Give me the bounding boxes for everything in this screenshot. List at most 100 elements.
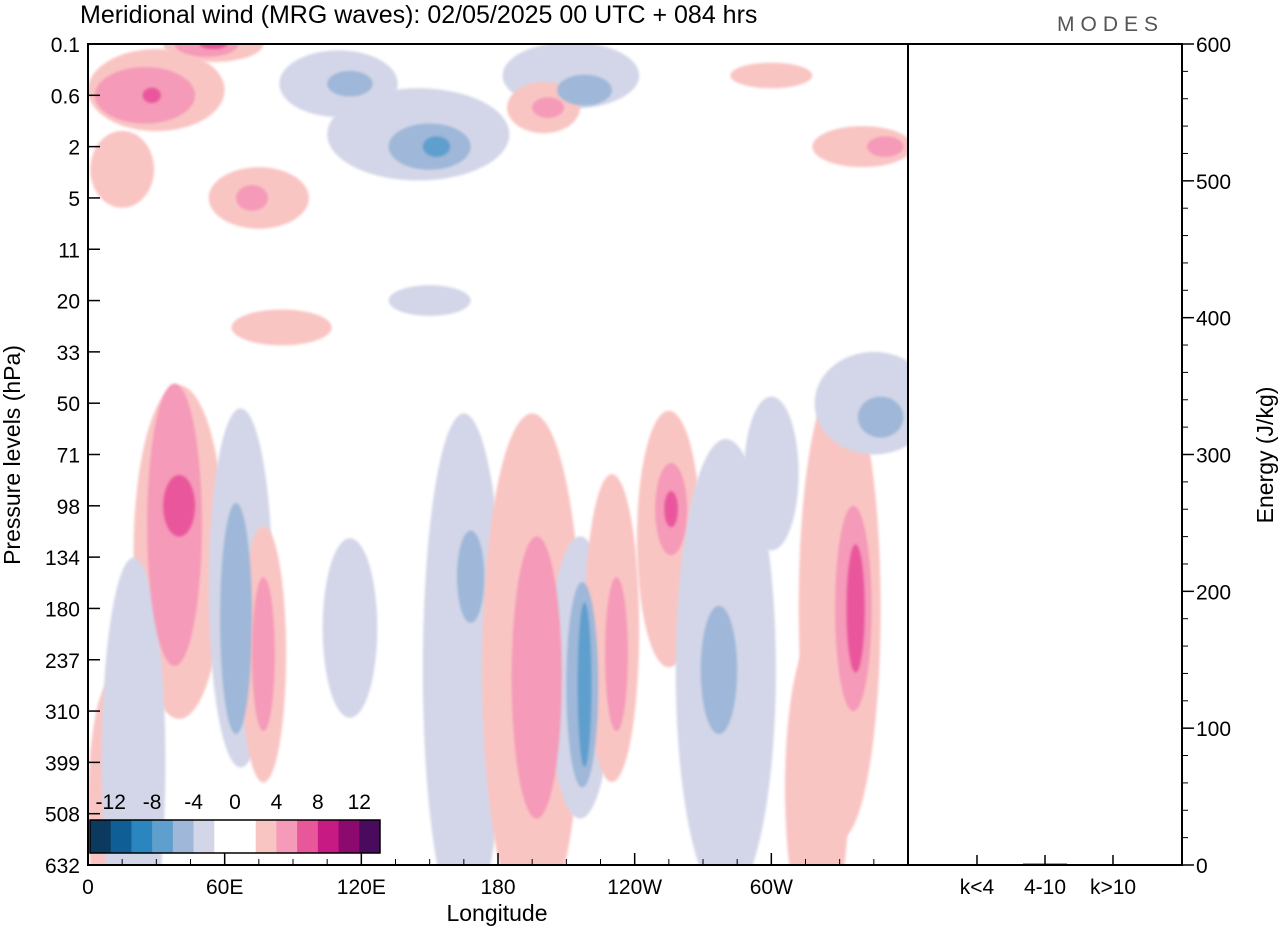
contour-negative	[220, 503, 252, 734]
colorbar-label: 0	[229, 791, 241, 814]
x-tick-label: 120E	[337, 876, 386, 899]
colorbar-swatch	[235, 820, 257, 853]
y-tick-label: 0.6	[51, 85, 80, 108]
colorbar-label: -12	[96, 791, 126, 814]
x-tick-label: 60E	[206, 876, 243, 899]
colorbar-swatch	[131, 820, 153, 853]
brand-logo: MODES	[1057, 13, 1164, 36]
colorbar-swatch	[297, 820, 319, 853]
y-tick-label: 5	[68, 188, 80, 211]
colorbar-swatch	[214, 820, 236, 853]
colorbar-swatch	[90, 820, 112, 853]
energy-category-label: k<4	[960, 876, 995, 899]
contour-negative	[388, 285, 471, 316]
contour-positive	[199, 44, 227, 50]
colorbar-swatch	[338, 820, 360, 853]
contour-negative	[327, 70, 373, 97]
contour-positive	[236, 185, 268, 211]
energy-tick-label: 600	[1196, 34, 1231, 57]
y-tick-label: 180	[45, 598, 80, 621]
energy-bar	[1023, 863, 1067, 865]
contour-negative	[422, 413, 505, 865]
energy-tick-label: 100	[1196, 718, 1231, 741]
y-tick-label: 71	[57, 445, 80, 468]
y-tick-label: 33	[57, 342, 80, 365]
y-tick-label: 399	[45, 752, 80, 775]
contour-negative	[557, 74, 612, 106]
x-axis-title: Longitude	[446, 900, 547, 926]
y-tick-label: 632	[45, 855, 80, 878]
contour-positive	[252, 577, 275, 732]
contour-negative	[700, 605, 738, 735]
energy-frame	[907, 43, 1183, 866]
colorbar-swatch	[255, 820, 277, 853]
y-tick-label: 0.1	[51, 34, 80, 57]
x-tick-label: 180	[480, 876, 515, 899]
colorbar-swatch	[193, 820, 215, 853]
x-axis: 0 60E 120E 180 120W 60W	[82, 853, 875, 899]
contour-positive	[867, 136, 904, 157]
colorbar-swatch	[152, 820, 174, 853]
energy-category-label: k>10	[1090, 876, 1136, 899]
contour-positive	[785, 634, 849, 865]
energy-tick-label: 200	[1196, 581, 1231, 604]
contour-positive	[664, 491, 678, 528]
contour-positive	[163, 475, 196, 537]
contour-positive	[231, 309, 332, 346]
colorbar-swatch	[172, 820, 195, 853]
energy-axis: 0 100 200 300 400 500 600	[1182, 34, 1231, 878]
y-tick-label: 2	[68, 137, 80, 160]
contour-negative	[457, 530, 485, 623]
contour-positive	[730, 62, 813, 89]
energy-axis-title: Energy (J/kg)	[1252, 387, 1278, 524]
colorbar-swatch	[359, 820, 381, 853]
contour-positive	[142, 87, 161, 104]
energy-tick-label: 400	[1196, 308, 1231, 331]
energy-bars: k<4 4-10 k>10	[955, 855, 1136, 899]
contour-positive	[605, 577, 628, 732]
colorbar-swatch	[317, 820, 340, 853]
colorbar-label: -4	[184, 791, 203, 814]
contour-negative	[422, 136, 451, 157]
contour-negative	[857, 396, 904, 438]
x-tick-label: 0	[82, 876, 94, 899]
contour-negative	[322, 538, 378, 718]
energy-tick-label: 500	[1196, 171, 1231, 194]
contour-negative	[744, 396, 799, 551]
colorbar-label: 8	[312, 791, 324, 814]
colorbar-label: -8	[143, 791, 162, 814]
contour-positive	[90, 130, 155, 208]
y-axis: 0.1 0.6 2 5 11 20 33 50 71 98 134 180 237 310 399 508 63…	[45, 34, 100, 878]
colorbar-frame	[89, 819, 381, 854]
chart-title: Meridional wind (MRG waves): 02/05/2025 …	[80, 1, 757, 29]
colorbar-label: 12	[348, 791, 371, 814]
colorbar-label: 4	[271, 791, 283, 814]
y-tick-label: 508	[45, 804, 80, 827]
y-tick-label: 237	[45, 650, 80, 673]
y-tick-label: 134	[45, 547, 80, 570]
contour-negative	[101, 557, 166, 865]
energy-category-label: 4-10	[1024, 876, 1066, 899]
y-tick-label: 98	[57, 496, 80, 519]
colorbar-legend: -12 -8 -4 0 4 8 12	[89, 791, 381, 854]
colorbar-swatch	[110, 820, 132, 853]
y-tick-label: 20	[57, 291, 80, 314]
contour-positive	[846, 544, 865, 673]
energy-tick-label: 0	[1196, 855, 1208, 878]
y-tick-label: 310	[45, 701, 80, 724]
x-tick-label: 120W	[607, 876, 662, 899]
y-tick-label: 50	[57, 393, 80, 416]
contour-positive	[532, 97, 565, 118]
contour-field	[88, 44, 908, 865]
y-tick-label: 11	[58, 239, 80, 262]
energy-tick-label: 300	[1196, 445, 1231, 468]
contour-negative	[577, 602, 592, 767]
y-axis-title: Pressure levels (hPa)	[0, 345, 25, 565]
contour-positive	[511, 536, 562, 819]
colorbar-swatch	[276, 820, 298, 853]
x-tick-label: 60W	[750, 876, 793, 899]
contour-positive	[812, 126, 908, 168]
energy-bar	[955, 864, 999, 865]
energy-bar	[1091, 864, 1135, 865]
